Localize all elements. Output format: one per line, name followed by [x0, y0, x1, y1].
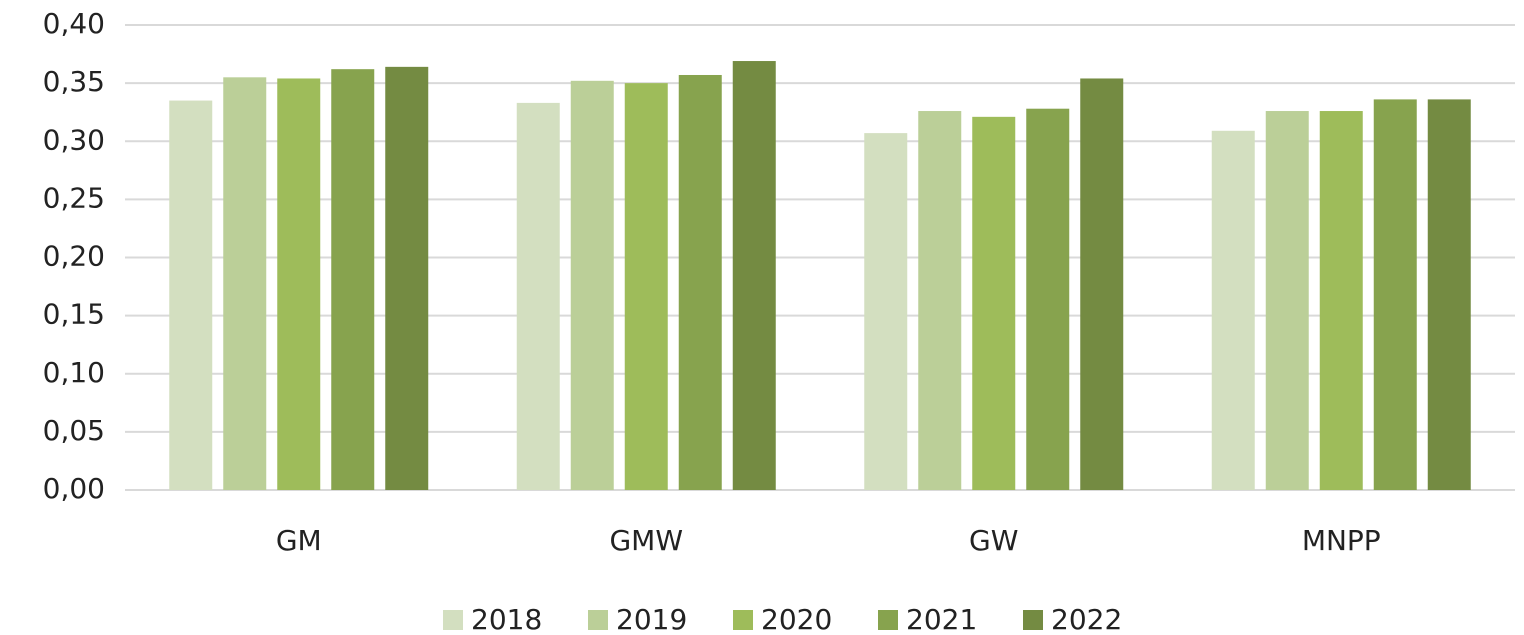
y-tick-label: 0,00 [43, 472, 105, 505]
bar [1427, 99, 1471, 491]
y-tick-label: 0,15 [43, 298, 105, 331]
bar [1080, 78, 1124, 490]
bar [169, 100, 213, 490]
bar [1265, 111, 1309, 491]
legend-swatch [733, 610, 753, 630]
legend-swatch [443, 610, 463, 630]
y-tick-label: 0,40 [43, 7, 105, 40]
x-tick-label: GMW [609, 524, 683, 557]
y-tick-label: 0,35 [43, 65, 105, 98]
legend-label: 2019 [616, 603, 687, 635]
bar [624, 83, 668, 490]
x-tick-label: GW [969, 524, 1018, 557]
bar [918, 111, 962, 491]
legend-swatch [878, 610, 898, 630]
y-tick-label: 0,25 [43, 181, 105, 214]
bar [1026, 108, 1070, 490]
legend-swatch [588, 610, 608, 630]
x-tick-label: GM [276, 524, 322, 557]
legend-label: 2020 [761, 603, 832, 635]
bar [678, 74, 722, 491]
bar [1319, 111, 1363, 491]
y-tick-label: 0,30 [43, 123, 105, 156]
bar [331, 69, 375, 491]
legend-label: 2018 [471, 603, 542, 635]
legend-swatch [1023, 610, 1043, 630]
bar [570, 80, 614, 491]
y-tick-label: 0,20 [43, 240, 105, 273]
bar [864, 133, 908, 491]
bar [223, 77, 267, 490]
y-tick-label: 0,05 [43, 414, 105, 447]
bar [732, 61, 776, 490]
bar [277, 78, 321, 490]
y-tick-label: 0,10 [43, 356, 105, 389]
bar [516, 102, 560, 490]
bar [1211, 130, 1255, 490]
legend-label: 2022 [1051, 603, 1122, 635]
bar [972, 116, 1016, 491]
bar [1373, 99, 1417, 491]
bar [385, 66, 429, 490]
legend-label: 2021 [906, 603, 977, 635]
x-tick-label: MNPP [1302, 524, 1381, 557]
